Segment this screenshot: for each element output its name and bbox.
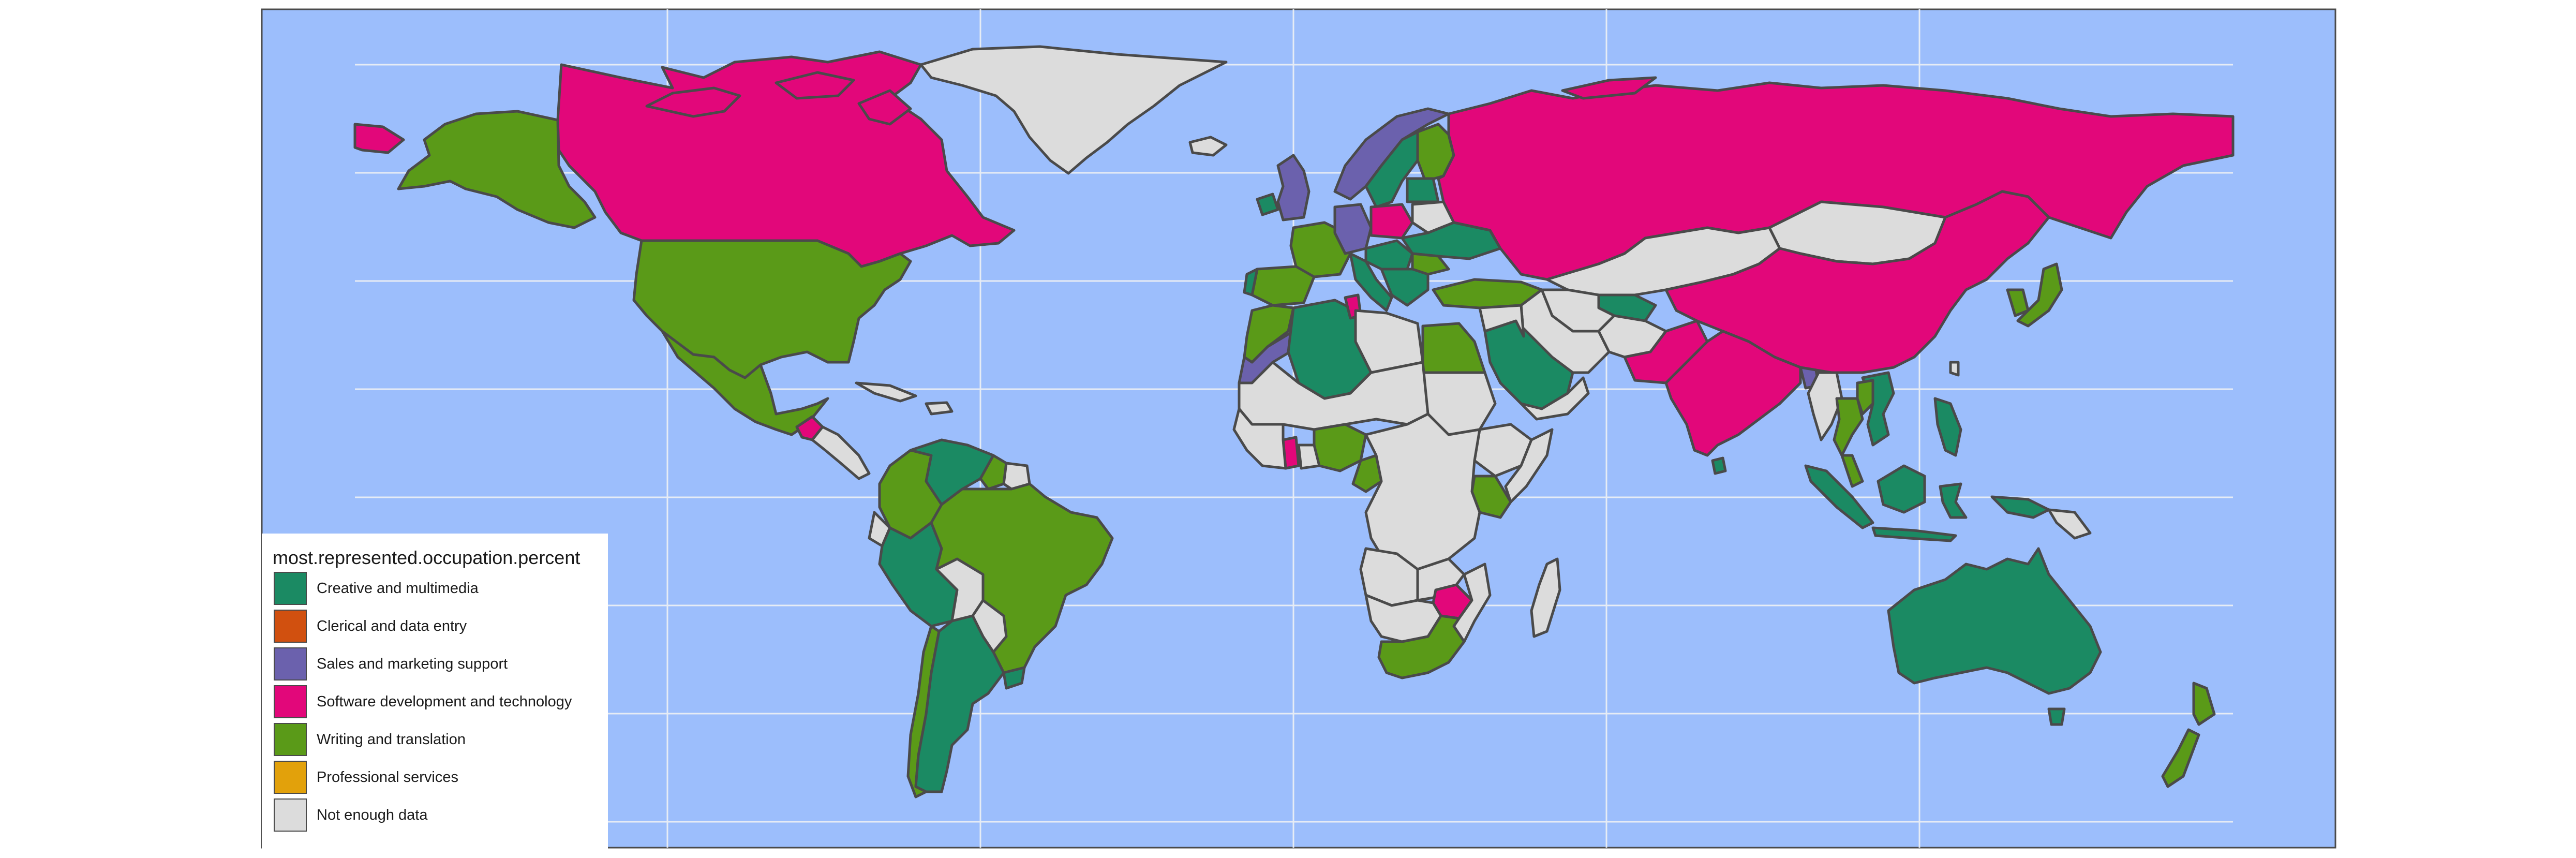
country-india [1664, 330, 1802, 457]
country-hispaniola [925, 401, 954, 416]
country-papua [1990, 495, 2050, 519]
country-cameroon [1351, 454, 1383, 493]
country-portugal [1243, 268, 1259, 297]
country-italy [1349, 252, 1393, 312]
country-uk [1276, 154, 1311, 221]
country-yemen-oman [1520, 376, 1590, 421]
country-south-africa [1377, 614, 1466, 679]
country-myanmar [1807, 371, 1843, 441]
country-iceland [1188, 136, 1228, 157]
legend-swatch [274, 761, 307, 794]
country-malaysia [1840, 454, 1864, 488]
country-central-america [811, 425, 871, 480]
country-laos [1856, 379, 1874, 416]
country-australia [1887, 547, 2102, 695]
country-poland [1369, 203, 1414, 240]
legend-swatch [274, 685, 307, 718]
legend-title: most.represented.occupation.percent [273, 547, 580, 568]
legend-item-sales: Sales and marketing support [274, 647, 605, 683]
legend-label: Professional services [317, 769, 458, 786]
country-tasmania [2047, 707, 2066, 726]
country-spain [1250, 265, 1316, 307]
country-russia-island [1561, 76, 1657, 100]
country-venezuela [909, 438, 995, 506]
legend-item-software: Software development and technology [274, 685, 605, 720]
country-japan [2016, 262, 2063, 328]
country-balkans [1380, 268, 1430, 307]
country-benin-togo [1297, 443, 1321, 470]
legend-swatch [274, 647, 307, 681]
legend-label: Clerical and data entry [317, 618, 467, 634]
country-madagascar [1530, 557, 1561, 638]
country-russia-far-east [353, 123, 405, 154]
country-iraq [1478, 304, 1525, 338]
country-baltics [1406, 177, 1440, 203]
country-argentina [914, 614, 1005, 793]
legend-label: Not enough data [317, 807, 428, 823]
country-sri-lanka [1711, 456, 1727, 475]
country-indonesia-sumatra [1804, 464, 1874, 529]
country-indonesia-java [1871, 526, 1957, 542]
country-somalia [1504, 428, 1554, 504]
country-central-africa [1364, 412, 1481, 571]
legend-swatch [274, 798, 307, 832]
country-papua-new-guinea [2047, 508, 2092, 540]
country-indonesia-borneo [1877, 464, 1926, 514]
legend-item-writing: Writing and translation [274, 723, 605, 758]
legend-swatch [274, 723, 307, 756]
legend-swatch [274, 572, 307, 605]
map-legend: most.represented.occupation.percent Crea… [262, 534, 608, 852]
country-cuba [855, 381, 917, 403]
legend-swatch [274, 610, 307, 643]
country-west-africa [1232, 407, 1287, 470]
legend-item-professional: Professional services [274, 761, 605, 796]
country-uruguay [1002, 666, 1026, 690]
country-ireland [1256, 193, 1279, 216]
country-guyana [979, 454, 1008, 491]
legend-item-clerical: Clerical and data entry [274, 610, 605, 645]
country-greenland [919, 45, 1228, 175]
countries [353, 45, 2235, 798]
country-taiwan [1949, 361, 1960, 377]
country-new-zealand [2161, 682, 2216, 788]
country-mexico [661, 330, 829, 436]
country-canada-islands [645, 71, 912, 126]
legend-label: Writing and translation [317, 731, 466, 748]
country-usa-alaska [397, 110, 597, 229]
legend-item-creative: Creative and multimedia [274, 572, 605, 607]
country-romania [1411, 252, 1450, 276]
country-indonesia-sulawesi [1939, 482, 1968, 519]
legend-item-not-enough-data: Not enough data [274, 798, 605, 834]
legend-label: Sales and marketing support [317, 656, 508, 672]
country-philippines [1933, 397, 1962, 457]
country-norway [1333, 107, 1450, 201]
legend-label: Creative and multimedia [317, 580, 479, 597]
legend-label: Software development and technology [317, 693, 572, 710]
